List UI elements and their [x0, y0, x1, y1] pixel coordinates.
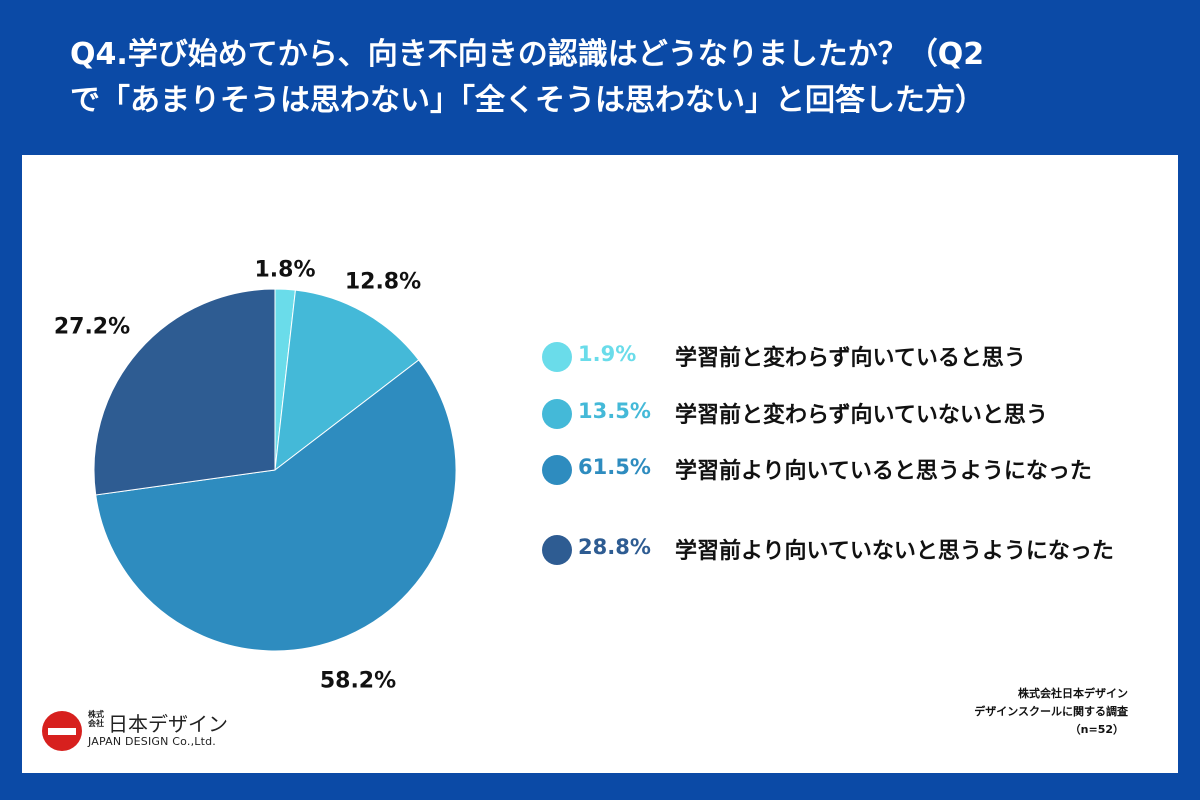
pie-slice-2: [274, 289, 420, 472]
survey-credit: 株式会社日本デザイン デザインスクールに関する調査 （n=52）: [974, 685, 1128, 739]
legend-percent-2: 13.5%: [578, 399, 651, 423]
legend-swatch-4: [542, 535, 572, 565]
pie-slice-label-1: 1.8%: [254, 257, 316, 283]
legend-percent-4: 28.8%: [578, 535, 651, 559]
legend-label-1: 学習前と変わらず向いていると思う: [675, 346, 1026, 371]
company-logo: 株式 会社 日本デザイン JAPAN DESIGN Co.,Ltd.: [42, 707, 228, 755]
title-line-1: Q4.学び始めてから、向き不向きの認識はどうなりましたか？（Q2: [70, 37, 985, 72]
pie-slice-3: [95, 359, 457, 652]
logo-english-name: JAPAN DESIGN Co.,Ltd.: [88, 735, 216, 748]
legend-label-3: 学習前より向いていると思うようになった: [675, 459, 1092, 484]
pie-slice-label-2: 12.8%: [344, 269, 422, 295]
legend-percent-1: 1.9%: [578, 342, 637, 366]
legend-swatch-1: [542, 342, 572, 372]
title-line-2: で「あまりそうは思わない」「全くそうは思わない」と回答した方）: [70, 83, 985, 118]
credit-survey: デザインスクールに関する調査: [974, 705, 1128, 718]
credit-company: 株式会社日本デザイン: [1018, 687, 1128, 700]
pie-slice-4: [93, 288, 276, 496]
logo-small-text-2: 会社: [88, 719, 104, 728]
pie-slice-label-3: 58.2%: [319, 668, 397, 694]
credit-sample-size: （n=52）: [1069, 723, 1124, 736]
logo-small-text-1: 株式: [88, 710, 104, 719]
legend-label-2: 学習前と変わらず向いていないと思う: [675, 403, 1048, 428]
pie-chart: [93, 288, 457, 652]
legend-label-4: 学習前より向いていないと思うようになった: [675, 539, 1114, 564]
legend-swatch-2: [542, 399, 572, 429]
chart-title: Q4.学び始めてから、向き不向きの認識はどうなりましたか？（Q2 で「あまりそう…: [0, 0, 1200, 155]
chart-panel: 1.8% 12.8% 58.2% 27.2% 1.9% 学習前と変わらず向いていると思う…: [22, 155, 1178, 773]
legend-percent-3: 61.5%: [578, 455, 651, 479]
logo-mark-icon: [42, 711, 82, 751]
pie-slice-label-4: 27.2%: [53, 314, 131, 340]
legend-swatch-3: [542, 455, 572, 485]
logo-name: 日本デザイン: [108, 712, 228, 736]
